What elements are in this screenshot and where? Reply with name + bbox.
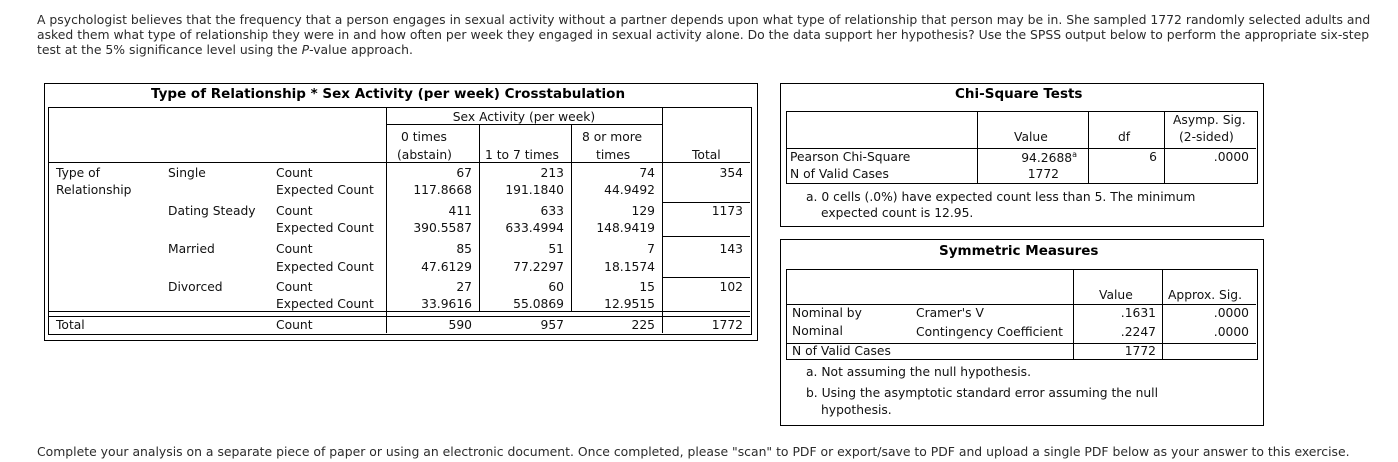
- chisq-head-df: df: [1118, 130, 1131, 144]
- n-valid-label: N of Valid Cases: [790, 167, 889, 181]
- cell: 590: [448, 318, 472, 332]
- cell-total: 354: [719, 166, 743, 180]
- cell: 633: [540, 204, 564, 218]
- symm-footnote-a: a. Not assuming the null hypothesis.: [806, 365, 1031, 379]
- pearson-df: 6: [1149, 150, 1157, 164]
- n-valid-value: 1772: [1027, 167, 1059, 181]
- col-head-total: Total: [692, 148, 721, 162]
- symmetric-measures-panel: Symmetric Measures Value Approx. Sig. No…: [780, 239, 1264, 426]
- question-part1: A psychologist believes that the frequen…: [37, 12, 1371, 57]
- pearson-label: Pearson Chi-Square: [790, 150, 911, 164]
- cell-total: 102: [719, 280, 743, 294]
- group-married: Married: [168, 242, 215, 256]
- cell: 148.9419: [596, 221, 655, 235]
- chi-square-panel: Chi-Square Tests Value df Asymp. Sig. (2…: [780, 83, 1264, 227]
- col-head-0b: (abstain): [397, 148, 452, 162]
- crosstab-panel: Type of Relationship * Sex Activity (per…: [44, 83, 758, 341]
- col-head-1: 1 to 7 times: [485, 148, 559, 162]
- group-single: Single: [168, 166, 206, 180]
- cell: 33.9616: [421, 297, 472, 311]
- label-count: Count: [276, 242, 313, 256]
- nominal-label-1: Nominal by: [792, 306, 862, 320]
- cell: 191.1840: [505, 183, 564, 197]
- symm-footnote-b2: hypothesis.: [821, 403, 892, 417]
- label-expected: Expected Count: [276, 260, 374, 274]
- col-head-2a: 8 or more: [582, 130, 643, 144]
- footnote-a-marker: a: [1072, 150, 1077, 159]
- cell: 7: [647, 242, 655, 256]
- label-count: Count: [276, 280, 313, 294]
- cell: 60: [548, 280, 564, 294]
- label-expected: Expected Count: [276, 183, 374, 197]
- cell: 957: [540, 318, 564, 332]
- label-count: Count: [276, 318, 313, 332]
- cell: 55.0869: [513, 297, 564, 311]
- cell-total: 143: [719, 242, 743, 256]
- symm-n-valid-label: N of Valid Cases: [792, 344, 891, 358]
- label-count: Count: [276, 204, 313, 218]
- symm-head-sig: Approx. Sig.: [1168, 288, 1242, 302]
- cell: 27: [456, 280, 472, 294]
- spanner-label: Sex Activity (per week): [452, 110, 596, 124]
- chisq-head-sig2: (2-sided): [1179, 130, 1234, 144]
- cell: 390.5587: [413, 221, 472, 235]
- cell: 117.8668: [413, 183, 472, 197]
- symm-n-valid-value: 1772: [1124, 344, 1156, 358]
- label-expected: Expected Count: [276, 221, 374, 235]
- chi-square-title: Chi-Square Tests: [955, 86, 1083, 102]
- group-divorced: Divorced: [168, 280, 223, 294]
- cell: 129: [631, 204, 655, 218]
- chi-square-table: [786, 111, 1258, 184]
- cell: 77.2297: [513, 260, 564, 274]
- cell: 213: [540, 166, 564, 180]
- contingency-sig: .0000: [1213, 325, 1249, 339]
- cell-grand-total: 1772: [711, 318, 743, 332]
- label-count: Count: [276, 166, 313, 180]
- cell: 51: [548, 242, 564, 256]
- nominal-label-2: Nominal: [792, 324, 843, 338]
- col-head-2b: times: [596, 148, 631, 162]
- symm-head-value: Value: [1099, 288, 1133, 302]
- contingency-value: .2247: [1120, 325, 1156, 339]
- pearson-sig: .0000: [1213, 150, 1249, 164]
- label-expected: Expected Count: [276, 297, 374, 311]
- symmetric-table: [786, 269, 1258, 360]
- chisq-footnote-line2: expected count is 12.95.: [821, 206, 974, 220]
- cramers-v-sig: .0000: [1213, 306, 1249, 320]
- cell: 18.1574: [604, 260, 655, 274]
- col-head-0a: 0 times: [401, 130, 447, 144]
- cell: 74: [639, 166, 655, 180]
- chisq-head-sig1: Asymp. Sig.: [1173, 113, 1246, 127]
- p-letter: P: [301, 42, 310, 57]
- cell: 44.9492: [604, 183, 655, 197]
- crosstab-title: Type of Relationship * Sex Activity (per…: [151, 86, 626, 102]
- crosstab-table: [48, 107, 752, 335]
- cramers-v-value: .1631: [1120, 306, 1156, 320]
- symm-footnote-b1: b. Using the asymptotic standard error a…: [806, 386, 1158, 400]
- cell: 47.6129: [421, 260, 472, 274]
- total-row-label: Total: [56, 318, 85, 332]
- cell: 12.9515: [604, 297, 655, 311]
- cell: 633.4994: [505, 221, 564, 235]
- symmetric-title: Symmetric Measures: [939, 243, 1099, 259]
- question-part2: -value approach.: [309, 42, 413, 57]
- cramers-v-label: Cramer's V: [916, 306, 984, 320]
- group-dating-steady: Dating Steady: [168, 204, 256, 218]
- cell: 15: [639, 280, 655, 294]
- row-var-label-1: Type of: [56, 166, 101, 180]
- row-var-label-2: Relationship: [56, 183, 132, 197]
- pearson-value: 94.2688a: [977, 150, 1077, 165]
- contingency-label: Contingency Coefficient: [916, 325, 1063, 339]
- cell-total: 1173: [711, 204, 743, 218]
- question-text: A psychologist believes that the frequen…: [37, 12, 1387, 57]
- pearson-value-number: 94.2688: [1021, 151, 1073, 166]
- cell: 411: [448, 204, 472, 218]
- cell: 67: [456, 166, 472, 180]
- cell: 225: [631, 318, 655, 332]
- chisq-head-value: Value: [1014, 130, 1048, 144]
- cell: 85: [456, 242, 472, 256]
- chisq-footnote-line1: a. 0 cells (.0%) have expected count les…: [806, 190, 1196, 204]
- instructions-footer: Complete your analysis on a separate pie…: [37, 444, 1350, 459]
